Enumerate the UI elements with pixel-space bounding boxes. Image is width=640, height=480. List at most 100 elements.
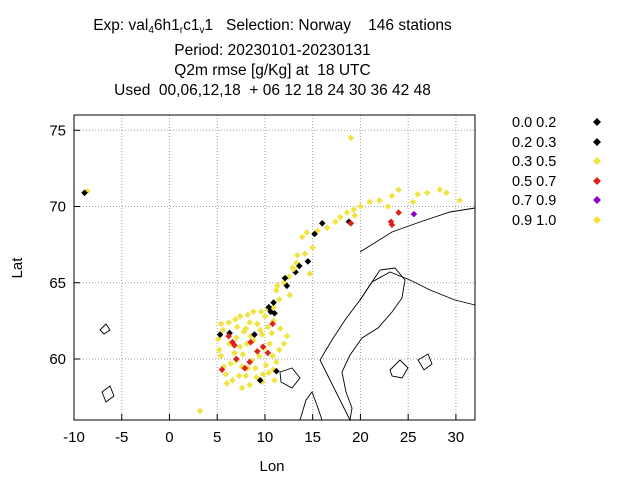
data-point (246, 319, 253, 326)
title-line-3: Q2m rmse [g/Kg] at 18 UTC (174, 62, 371, 79)
data-points (81, 134, 464, 415)
data-point (243, 340, 251, 348)
x-tick-label: -5 (115, 429, 128, 446)
title-line-2: Period: 20230101-20230131 (174, 42, 371, 59)
data-point (351, 212, 358, 219)
y-tick-label: 65 (49, 275, 66, 292)
data-point (219, 326, 227, 334)
data-point (233, 355, 240, 363)
data-point (293, 259, 300, 267)
data-point (274, 282, 281, 290)
legend-label: 0.7 0.9 (512, 193, 557, 209)
data-point (323, 224, 331, 232)
data-point (248, 357, 255, 364)
legend-label: 0.0 0.2 (512, 115, 557, 131)
data-point (273, 287, 280, 294)
legend-marker (593, 196, 601, 204)
data-point (376, 197, 383, 204)
data-point (217, 352, 225, 360)
data-point (314, 227, 321, 235)
data-point (238, 384, 246, 392)
data-point (235, 372, 243, 380)
data-point (269, 352, 276, 360)
data-point (271, 377, 278, 384)
data-point (250, 337, 257, 344)
data-point (258, 331, 266, 338)
data-point (280, 279, 288, 287)
data-point (337, 213, 344, 221)
data-point (231, 349, 238, 357)
legend-marker (593, 137, 601, 146)
data-point (414, 191, 422, 198)
data-point (81, 189, 88, 197)
data-point (255, 352, 263, 360)
legend-marker (593, 176, 601, 185)
data-point (388, 192, 396, 200)
plot-frame (73, 114, 476, 421)
data-point (214, 335, 222, 343)
data-point (265, 303, 273, 311)
data-point (423, 189, 431, 197)
legend-label: 0.9 1.0 (512, 212, 557, 229)
y-tick-label: 70 (49, 199, 66, 216)
x-tick-label: 10 (257, 429, 274, 446)
x-tick-label: 5 (213, 429, 221, 446)
data-point (217, 320, 225, 328)
legend-item: 0.5 0.7 (512, 174, 622, 194)
data-point (236, 313, 244, 320)
data-point (241, 364, 249, 372)
legend-item: 0.3 0.5 (512, 154, 622, 174)
data-point (223, 380, 231, 387)
data-point (262, 361, 270, 369)
data-point (306, 270, 314, 277)
data-point (269, 320, 276, 328)
data-point (332, 218, 339, 226)
x-tick-label: 20 (352, 429, 369, 446)
axes-frame: -10 -5 0 5 10 15 20 25 30 60 65 70 75 (49, 114, 476, 446)
data-point (270, 303, 277, 311)
data-point (264, 323, 272, 331)
data-point (409, 198, 417, 206)
data-point (286, 291, 294, 299)
data-point (275, 296, 283, 303)
chart-title: Exp: val46h1rc1v1 Selection: Norway 146 … (0, 16, 545, 101)
data-point (259, 370, 267, 378)
legend-item: 0.9 1.0 (512, 213, 622, 233)
data-point (251, 331, 258, 338)
data-point (410, 210, 418, 218)
y-axis-label: Lat (9, 257, 26, 279)
data-point (309, 244, 316, 251)
legend-label: 0.2 0.3 (512, 134, 557, 151)
data-point (343, 209, 351, 216)
data-point (256, 377, 264, 384)
data-point (258, 378, 266, 386)
title-line-4: Used 00,06,12,18 + 06 12 18 24 30 36 42 … (114, 82, 431, 99)
data-point (283, 282, 291, 290)
data-point (244, 311, 252, 319)
data-point (250, 308, 257, 316)
data-point (273, 358, 280, 366)
data-point (246, 381, 253, 389)
legend-marker (593, 215, 601, 224)
data-point (298, 233, 306, 241)
data-point (281, 274, 289, 282)
legend-label: 0.3 0.5 (512, 154, 557, 170)
data-point (254, 320, 261, 328)
data-point (311, 230, 318, 238)
data-point (270, 299, 277, 306)
y-tick-label: 60 (49, 351, 66, 368)
data-point (218, 366, 226, 373)
data-point (276, 325, 284, 332)
data-point (266, 340, 274, 348)
data-point (384, 203, 392, 210)
data-point (388, 221, 396, 229)
legend-item: 0.7 0.9 (512, 193, 622, 213)
data-point (259, 343, 267, 351)
title-line-1: Exp: val46h1rc1v1 Selection: Norway 146 … (93, 17, 452, 36)
data-point (236, 343, 244, 351)
data-point (267, 308, 274, 316)
legend-marker (593, 118, 601, 126)
data-point (252, 364, 259, 372)
data-point (456, 197, 464, 204)
